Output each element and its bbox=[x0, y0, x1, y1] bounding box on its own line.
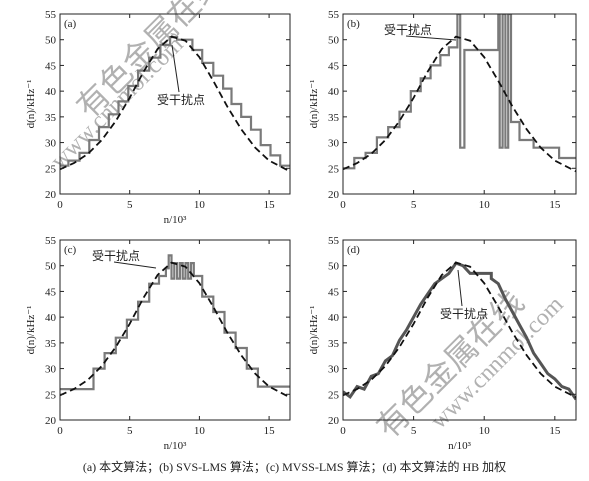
chart-4-y-tick-label: 30 bbox=[328, 364, 340, 376]
panel-d: 20 25 30 35 40 45 50 55 0 5 10 15 (d) d(n)/kHz⁻¹ n/10³… bbox=[308, 235, 577, 452]
chart-3-ideal-line bbox=[60, 261, 290, 399]
chart-2-y-tick-label: 55 bbox=[328, 9, 340, 21]
chart-3-plot-frame bbox=[59, 239, 291, 421]
chart-3-y-tick-label: 45 bbox=[45, 286, 57, 298]
chart-2-x-tick-label: 10 bbox=[479, 199, 491, 211]
chart-4-y-tick-label: 35 bbox=[328, 338, 340, 350]
chart-3-y-tick-label: 35 bbox=[45, 338, 57, 350]
chart-1-plot-frame bbox=[59, 13, 291, 195]
chart-3-y-tick-label: 50 bbox=[45, 261, 57, 273]
chart-3-estimate-line bbox=[60, 254, 290, 391]
chart-1-y-tick-label: 40 bbox=[45, 86, 57, 98]
chart-4-x-tick-label: 5 bbox=[411, 425, 417, 437]
chart-2-y-tick-label: 35 bbox=[328, 112, 340, 124]
chart-4-x-tick-label: 15 bbox=[549, 425, 561, 437]
chart-1-y-tick-label: 55 bbox=[45, 9, 57, 21]
chart-3-annotation-leader bbox=[113, 261, 157, 269]
chart-2-x-tick-label: 15 bbox=[549, 199, 561, 211]
chart-1-x-tick-label: 10 bbox=[194, 199, 206, 211]
chart-2-y-tick-label: 25 bbox=[328, 163, 340, 175]
chart-4-x-axis-label: n/10³ bbox=[448, 440, 472, 452]
chart-3-x-tick-label: 10 bbox=[194, 425, 206, 437]
chart-3-y-tick-label: 40 bbox=[45, 312, 57, 324]
chart-2-y-tick-label: 50 bbox=[328, 35, 340, 47]
chart-4-y-tick-label: 20 bbox=[328, 415, 340, 427]
chart-3-x-tick-label: 5 bbox=[127, 425, 133, 437]
chart-4-x-tick-label: 10 bbox=[479, 425, 491, 437]
chart-3-y-axis-label: d(n)/kHz⁻¹ bbox=[25, 306, 37, 355]
chart-4-y-tick-label: 55 bbox=[328, 235, 340, 247]
chart-2-y-tick-label: 30 bbox=[328, 138, 340, 150]
chart-3-panel-label: (c) bbox=[64, 244, 77, 256]
chart-1-y-tick-label: 50 bbox=[45, 35, 57, 47]
chart-2-annotation: 受干扰点 bbox=[384, 23, 432, 37]
chart-4-y-tick-label: 45 bbox=[328, 286, 340, 298]
chart-1-panel-label: (a) bbox=[64, 18, 77, 30]
chart-1-y-tick-label: 45 bbox=[45, 60, 57, 72]
chart-4-y-tick-label: 40 bbox=[328, 312, 340, 324]
chart-3-x-tick-label: 0 bbox=[57, 425, 63, 437]
chart-1-x-tick-label: 15 bbox=[264, 199, 276, 211]
chart-4-y-tick-label: 50 bbox=[328, 261, 340, 273]
chart-1-y-tick-label: 25 bbox=[45, 163, 57, 175]
chart-1-y-tick-label: 20 bbox=[45, 189, 57, 201]
chart-3-x-axis-label: n/10³ bbox=[164, 440, 188, 452]
chart-2-y-tick-label: 40 bbox=[328, 86, 340, 98]
figure-caption: (a) 本文算法；(b) SVS-LMS 算法；(c) MVSS-LMS 算法；… bbox=[82, 460, 507, 474]
chart-1-y-tick-label: 35 bbox=[45, 112, 57, 124]
panel-a: 20 25 30 35 40 45 50 55 0 5 10 15 (a) d(n)/kHz⁻¹ n/10³… bbox=[25, 9, 291, 226]
chart-2-plot-frame bbox=[342, 13, 577, 195]
panel-b: 20 25 30 35 40 45 50 55 0 5 10 15 (b) d(n)/kHz⁻¹ 受干扰点 bbox=[308, 9, 577, 211]
chart-3-x-tick-label: 15 bbox=[264, 425, 276, 437]
chart-4-annotation: 受干扰点 bbox=[440, 307, 488, 321]
chart-3-y-tick-label: 55 bbox=[45, 235, 57, 247]
panel-c: 20 25 30 35 40 45 50 55 0 5 10 15 (c) d(n)/kHz⁻¹ n/10³… bbox=[25, 235, 291, 452]
chart-1-x-axis-label: n/10³ bbox=[164, 214, 188, 226]
chart-1-annotation: 受干扰点 bbox=[157, 93, 205, 107]
chart-3-annotation: 受干扰点 bbox=[92, 249, 140, 263]
chart-1-annotation-leader bbox=[171, 44, 180, 93]
chart-2-panel-label: (b) bbox=[347, 18, 360, 30]
chart-4-panel-label: (d) bbox=[347, 244, 360, 256]
chart-4-y-axis-label: d(n)/kHz⁻¹ bbox=[308, 306, 320, 355]
chart-1-x-tick-label: 0 bbox=[57, 199, 63, 211]
chart-1-y-axis-label: d(n)/kHz⁻¹ bbox=[25, 80, 37, 129]
chart-1-ideal-line bbox=[60, 35, 290, 173]
chart-1-x-tick-label: 5 bbox=[127, 199, 133, 211]
chart-4-annotation-leader bbox=[457, 269, 463, 307]
chart-3-y-tick-label: 20 bbox=[45, 415, 57, 427]
chart-3-y-tick-label: 30 bbox=[45, 364, 57, 376]
chart-4-x-tick-label: 0 bbox=[340, 425, 346, 437]
chart-2-x-tick-label: 5 bbox=[411, 199, 417, 211]
chart-2-y-tick-label: 20 bbox=[328, 189, 340, 201]
chart-2-ideal-line bbox=[343, 35, 576, 173]
chart-2-x-tick-label: 0 bbox=[340, 199, 346, 211]
chart-2-estimate-line bbox=[343, 14, 576, 170]
chart-3-y-tick-label: 25 bbox=[45, 389, 57, 401]
chart-2-y-axis-label: d(n)/kHz⁻¹ bbox=[308, 80, 320, 129]
chart-4-plot-frame bbox=[342, 239, 577, 421]
chart-4-ideal-line bbox=[343, 261, 576, 399]
chart-4-y-tick-label: 25 bbox=[328, 389, 340, 401]
chart-1-y-tick-label: 30 bbox=[45, 138, 57, 150]
chart-2-annotation-leader bbox=[405, 35, 457, 41]
chart-2-y-tick-label: 45 bbox=[328, 60, 340, 72]
